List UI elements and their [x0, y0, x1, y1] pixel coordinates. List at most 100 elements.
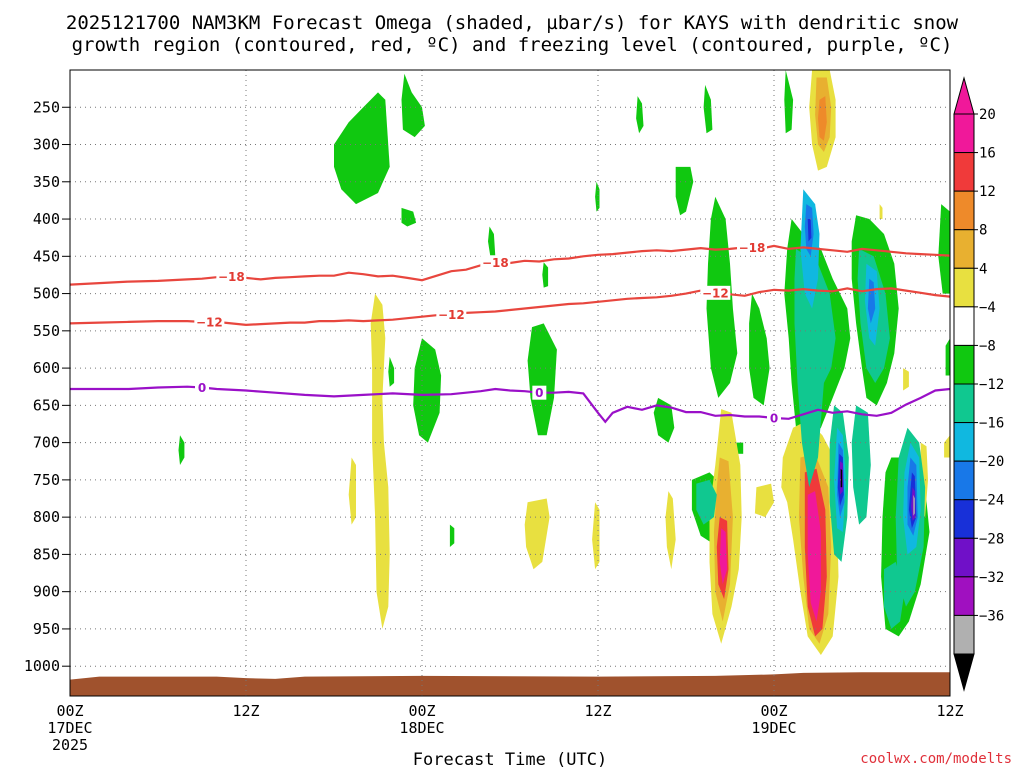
colorbar-swatch-4 [953, 267, 975, 308]
ytick-label-450: 450 [33, 247, 60, 265]
colorbar-label-5: −4 [979, 300, 996, 316]
chart-title-line2: growth region (contoured, red, ºC) and f… [72, 34, 953, 56]
omega-region-low-green-b [388, 356, 395, 387]
omega-region-upper-green-g [595, 181, 600, 212]
ytick-label-250: 250 [33, 98, 60, 116]
colorbar-swatch-10 [953, 499, 975, 539]
colorbar-swatch-1 [953, 152, 975, 192]
colorbar-swatch-13 [953, 614, 975, 655]
ytick-label-400: 400 [33, 210, 60, 228]
contour-label-bg [737, 240, 767, 255]
omega-region-upper-green-f [675, 166, 694, 216]
omega-region-upper-green-h [784, 70, 794, 134]
contour-label-minus12-2: −12 [702, 286, 729, 300]
xtick-label-48: 00Z [760, 702, 787, 720]
ytick-label-500: 500 [33, 285, 60, 303]
contour-label-bg [436, 307, 467, 322]
omega-region-mid-green-a [488, 226, 496, 260]
ytick-label-350: 350 [33, 173, 60, 191]
y-axis-ticks: 250 300 350 400 450 500 550 600 650 700 750 800 850 9… [24, 98, 70, 675]
omega-region-mid-green-d [527, 323, 557, 436]
omega-region-yel-j [879, 204, 883, 219]
colorbar-swatch-6 [953, 344, 975, 385]
colorbar-swatch-8 [953, 422, 975, 462]
omega-region-grey-a [913, 494, 915, 516]
contour-label-minus18-1: −18 [482, 256, 509, 270]
xtick-date-24: 18DEC [399, 719, 444, 737]
omega-region-upper-green-d [636, 96, 644, 134]
colorbar-swatch-9 [953, 460, 975, 501]
ytick-label-1000: 1000 [24, 657, 60, 675]
omega-region-mag-b [807, 491, 821, 622]
colorbar-label-3: 8 [979, 223, 987, 239]
plot-frame [69, 69, 951, 697]
omega-region-low-green-a [178, 435, 185, 465]
ytick-label-650: 650 [33, 396, 60, 414]
omega-region-yel-k [944, 435, 950, 458]
xtick-date-48: 19DEC [751, 719, 796, 737]
omega-region-teal-g [884, 561, 905, 629]
contour-label-bg [195, 380, 209, 395]
contour-label-minus12-1: −12 [438, 308, 465, 322]
omega-region-navy-c [807, 219, 812, 242]
contour-label-minus12-0: −12 [196, 315, 223, 329]
omega-region-yel-d [592, 502, 600, 570]
x-axis-label: Forecast Time (UTC) [413, 750, 607, 768]
chart-title-line1: 2025121700 NAM3KM Forecast Omega (shaded… [66, 12, 959, 34]
colorbar-label-9: −20 [979, 454, 1004, 470]
contour-label-zero-1: 0 [535, 386, 543, 400]
omega-region-low-green-c [449, 524, 455, 547]
colorbar-swatch-0 [953, 113, 975, 154]
ytick-label-750: 750 [33, 471, 60, 489]
omega-region-yel-c [524, 498, 550, 570]
contour-label-bg [700, 285, 731, 300]
contour-minus18 [69, 244, 951, 286]
xtick-label-0: 00Z [56, 702, 83, 720]
ytick-label-700: 700 [33, 434, 60, 452]
omega-region-upper-green-a [334, 92, 390, 205]
ytick-label-950: 950 [33, 620, 60, 638]
colorbar-label-4: 4 [979, 261, 987, 277]
terrain-surface [70, 672, 950, 696]
terrain-layer [70, 672, 950, 696]
omega-region-yel-b [348, 457, 356, 525]
ytick-label-800: 800 [33, 508, 60, 526]
contour-label-bg [194, 314, 225, 329]
xtick-date-0: 17DEC [47, 719, 92, 737]
contour-label-zero-0: 0 [198, 381, 206, 395]
omega-region-teal-e [851, 405, 871, 525]
contour-minus12 [69, 287, 951, 327]
omega-region-yel-l [903, 368, 909, 391]
omega-region-mid-green-c [413, 338, 442, 443]
omega-region-upper-green-b [401, 73, 425, 138]
contour-zero [70, 385, 951, 424]
colorbar-swatch-7 [953, 383, 975, 424]
credit-text: coolwx.com/modelts [860, 751, 1012, 767]
contour-label-zero-2: 0 [770, 412, 778, 426]
colorbar-swatch-5 [953, 306, 975, 346]
ytick-label-900: 900 [33, 583, 60, 601]
colorbar-swatch-11 [953, 537, 975, 578]
omega-region-yel-a [370, 293, 390, 629]
colorbar-label-8: −16 [979, 416, 1004, 432]
colorbar-label-0: 20 [979, 107, 996, 123]
colorbar-label-7: −12 [979, 377, 1004, 393]
xtick-label-12: 12Z [232, 702, 259, 720]
omega-region-black-a [840, 468, 843, 488]
omega-region-mid-green-g [653, 397, 675, 443]
colorbar-swatch-12 [953, 576, 975, 616]
omega-region-upper-green-e [703, 84, 713, 134]
colorbar-label-11: −28 [979, 531, 1004, 547]
colorbar-swatch-2 [953, 190, 975, 231]
colorbar-label-2: 12 [979, 184, 996, 200]
omega-region-low-green-f [945, 338, 950, 376]
ytick-label-600: 600 [33, 359, 60, 377]
contour-label-minus18-2: −18 [739, 241, 766, 255]
xtick-label-24: 00Z [408, 702, 435, 720]
colorbar-label-12: −32 [979, 570, 1004, 586]
colorbar-label-6: −8 [979, 338, 996, 354]
omega-region-mag-a [719, 528, 728, 585]
xtick-label-60: 12Z [936, 702, 963, 720]
